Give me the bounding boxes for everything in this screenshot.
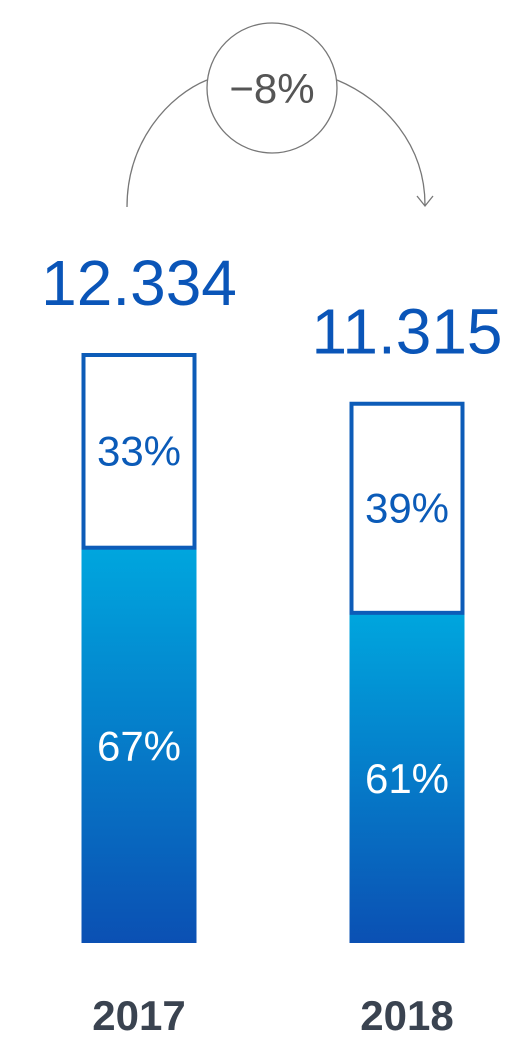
x-tick-label: 2018 <box>360 992 453 1039</box>
change-arrowhead <box>416 195 434 208</box>
segment-label: 39% <box>365 484 449 531</box>
bar-segment <box>349 401 465 615</box>
change-label: −8% <box>229 65 314 112</box>
total-label: 12.334 <box>41 247 237 319</box>
segment-label: 33% <box>97 427 181 474</box>
segment-label: 61% <box>365 755 449 802</box>
change-arc-left <box>126 79 208 208</box>
change-circle <box>206 22 338 154</box>
change-arc-right <box>336 79 426 206</box>
x-tick-label: 2017 <box>92 992 185 1039</box>
bar-segment <box>81 547 197 943</box>
bar-segment <box>349 612 465 943</box>
bar-segment <box>81 353 197 550</box>
segment-label: 67% <box>97 722 181 769</box>
total-label: 11.315 <box>312 296 503 368</box>
